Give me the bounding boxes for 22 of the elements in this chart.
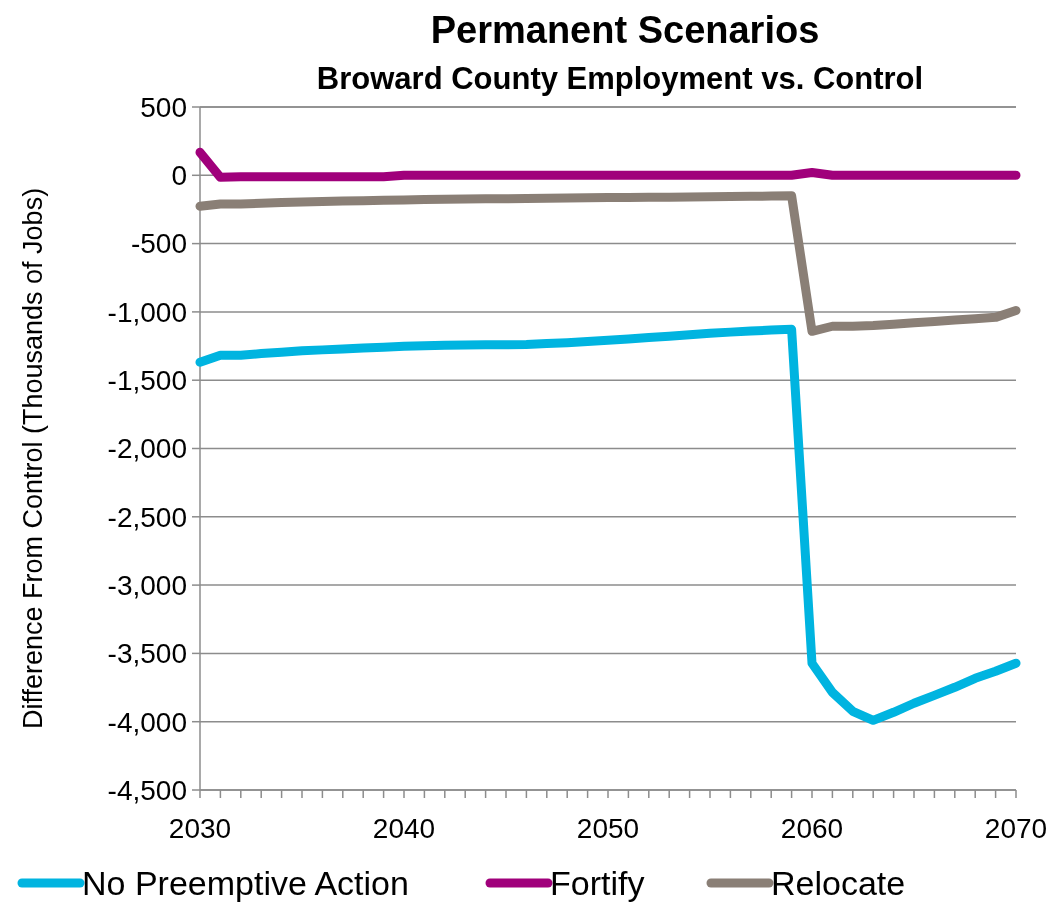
legend-label: Fortify [550,864,645,902]
y-tick-label: -500 [130,228,187,260]
y-tick-label: 0 [171,160,187,192]
y-tick-label: -4,500 [107,774,187,806]
x-tick-label: 2050 [576,813,640,844]
y-axis-title: Difference From Control (Thousands of Jobs) [18,187,48,730]
legend-label: No Preemptive Action [82,864,409,902]
y-tick-label: -3,000 [107,569,187,601]
x-tick-label: 2070 [984,813,1048,844]
x-tick-label: 2030 [168,813,232,844]
x-tick-label: 2040 [372,813,436,844]
y-tick-label: -1,000 [107,296,187,328]
legend-label: Relocate [771,864,906,902]
chart-subtitle: Broward County Employment vs. Control [316,61,924,96]
y-tick-label: -4,000 [107,706,187,738]
y-tick-label: -1,500 [107,365,187,396]
y-tick-label: -2,000 [107,433,187,465]
y-tick-label: -2,500 [107,501,187,533]
y-tick-label: -3,500 [107,638,187,670]
y-tick-label: 500 [140,91,187,123]
x-tick-label: 2060 [780,813,844,844]
chart-title: Permanent Scenarios [430,9,820,51]
